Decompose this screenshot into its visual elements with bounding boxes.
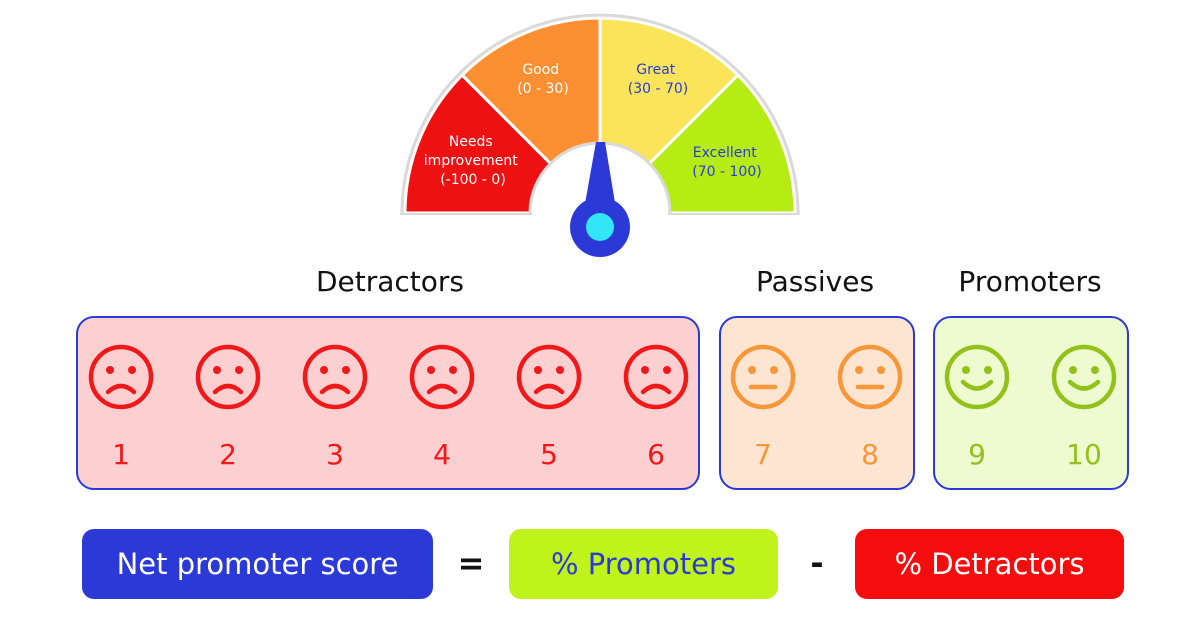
- score-3: 3: [326, 438, 344, 471]
- gauge-segment-needs-improvement: [403, 72, 554, 215]
- score-8: 8: [861, 438, 879, 471]
- gauge-label-needs-improvement: Needs improvement (-100 - 0): [424, 134, 522, 188]
- gauge-label-great: Great (30 - 70): [628, 62, 689, 97]
- gauge-label-excellent: Excellent (70 - 100): [692, 145, 761, 180]
- gauge-rim: [400, 13, 800, 214]
- detractors-panel: [76, 316, 700, 490]
- sad-face-icon: [622, 343, 690, 411]
- gauge-hub-center: [586, 213, 614, 241]
- happy-face-icon: [943, 343, 1011, 411]
- sad-face-icon: [408, 343, 476, 411]
- sad-face-icon: [301, 343, 369, 411]
- neutral-face-icon: [836, 343, 904, 411]
- sad-face-icon: [194, 343, 262, 411]
- sad-face-icon: [87, 343, 155, 411]
- score-5: 5: [540, 438, 558, 471]
- score-10: 10: [1066, 438, 1102, 471]
- promoters-percent-pill: % Promoters: [509, 529, 778, 599]
- promoters-title: Promoters: [958, 265, 1102, 298]
- gauge-label-good: Good (0 - 30): [517, 62, 569, 97]
- gauge-segment-good: [459, 16, 602, 167]
- nps-pill: Net promoter score: [82, 529, 433, 599]
- neutral-face-icon: [729, 343, 797, 411]
- score-4: 4: [433, 438, 451, 471]
- nps-gauge: Needs improvement (-100 - 0) Good (0 - 3…: [395, 10, 805, 265]
- minus-sign: -: [810, 544, 824, 582]
- equals-sign: =: [457, 544, 485, 582]
- detractors-percent-pill: % Detractors: [855, 529, 1124, 599]
- gauge-segment-excellent: [646, 72, 797, 215]
- passives-title: Passives: [755, 265, 875, 298]
- gauge-segment-great: [598, 16, 741, 167]
- gauge-needle: [583, 142, 617, 215]
- sad-face-icon: [515, 343, 583, 411]
- score-6: 6: [647, 438, 665, 471]
- score-1: 1: [112, 438, 130, 471]
- happy-face-icon: [1050, 343, 1118, 411]
- score-2: 2: [219, 438, 237, 471]
- detractors-title: Detractors: [315, 265, 465, 298]
- score-7: 7: [754, 438, 772, 471]
- score-9: 9: [968, 438, 986, 471]
